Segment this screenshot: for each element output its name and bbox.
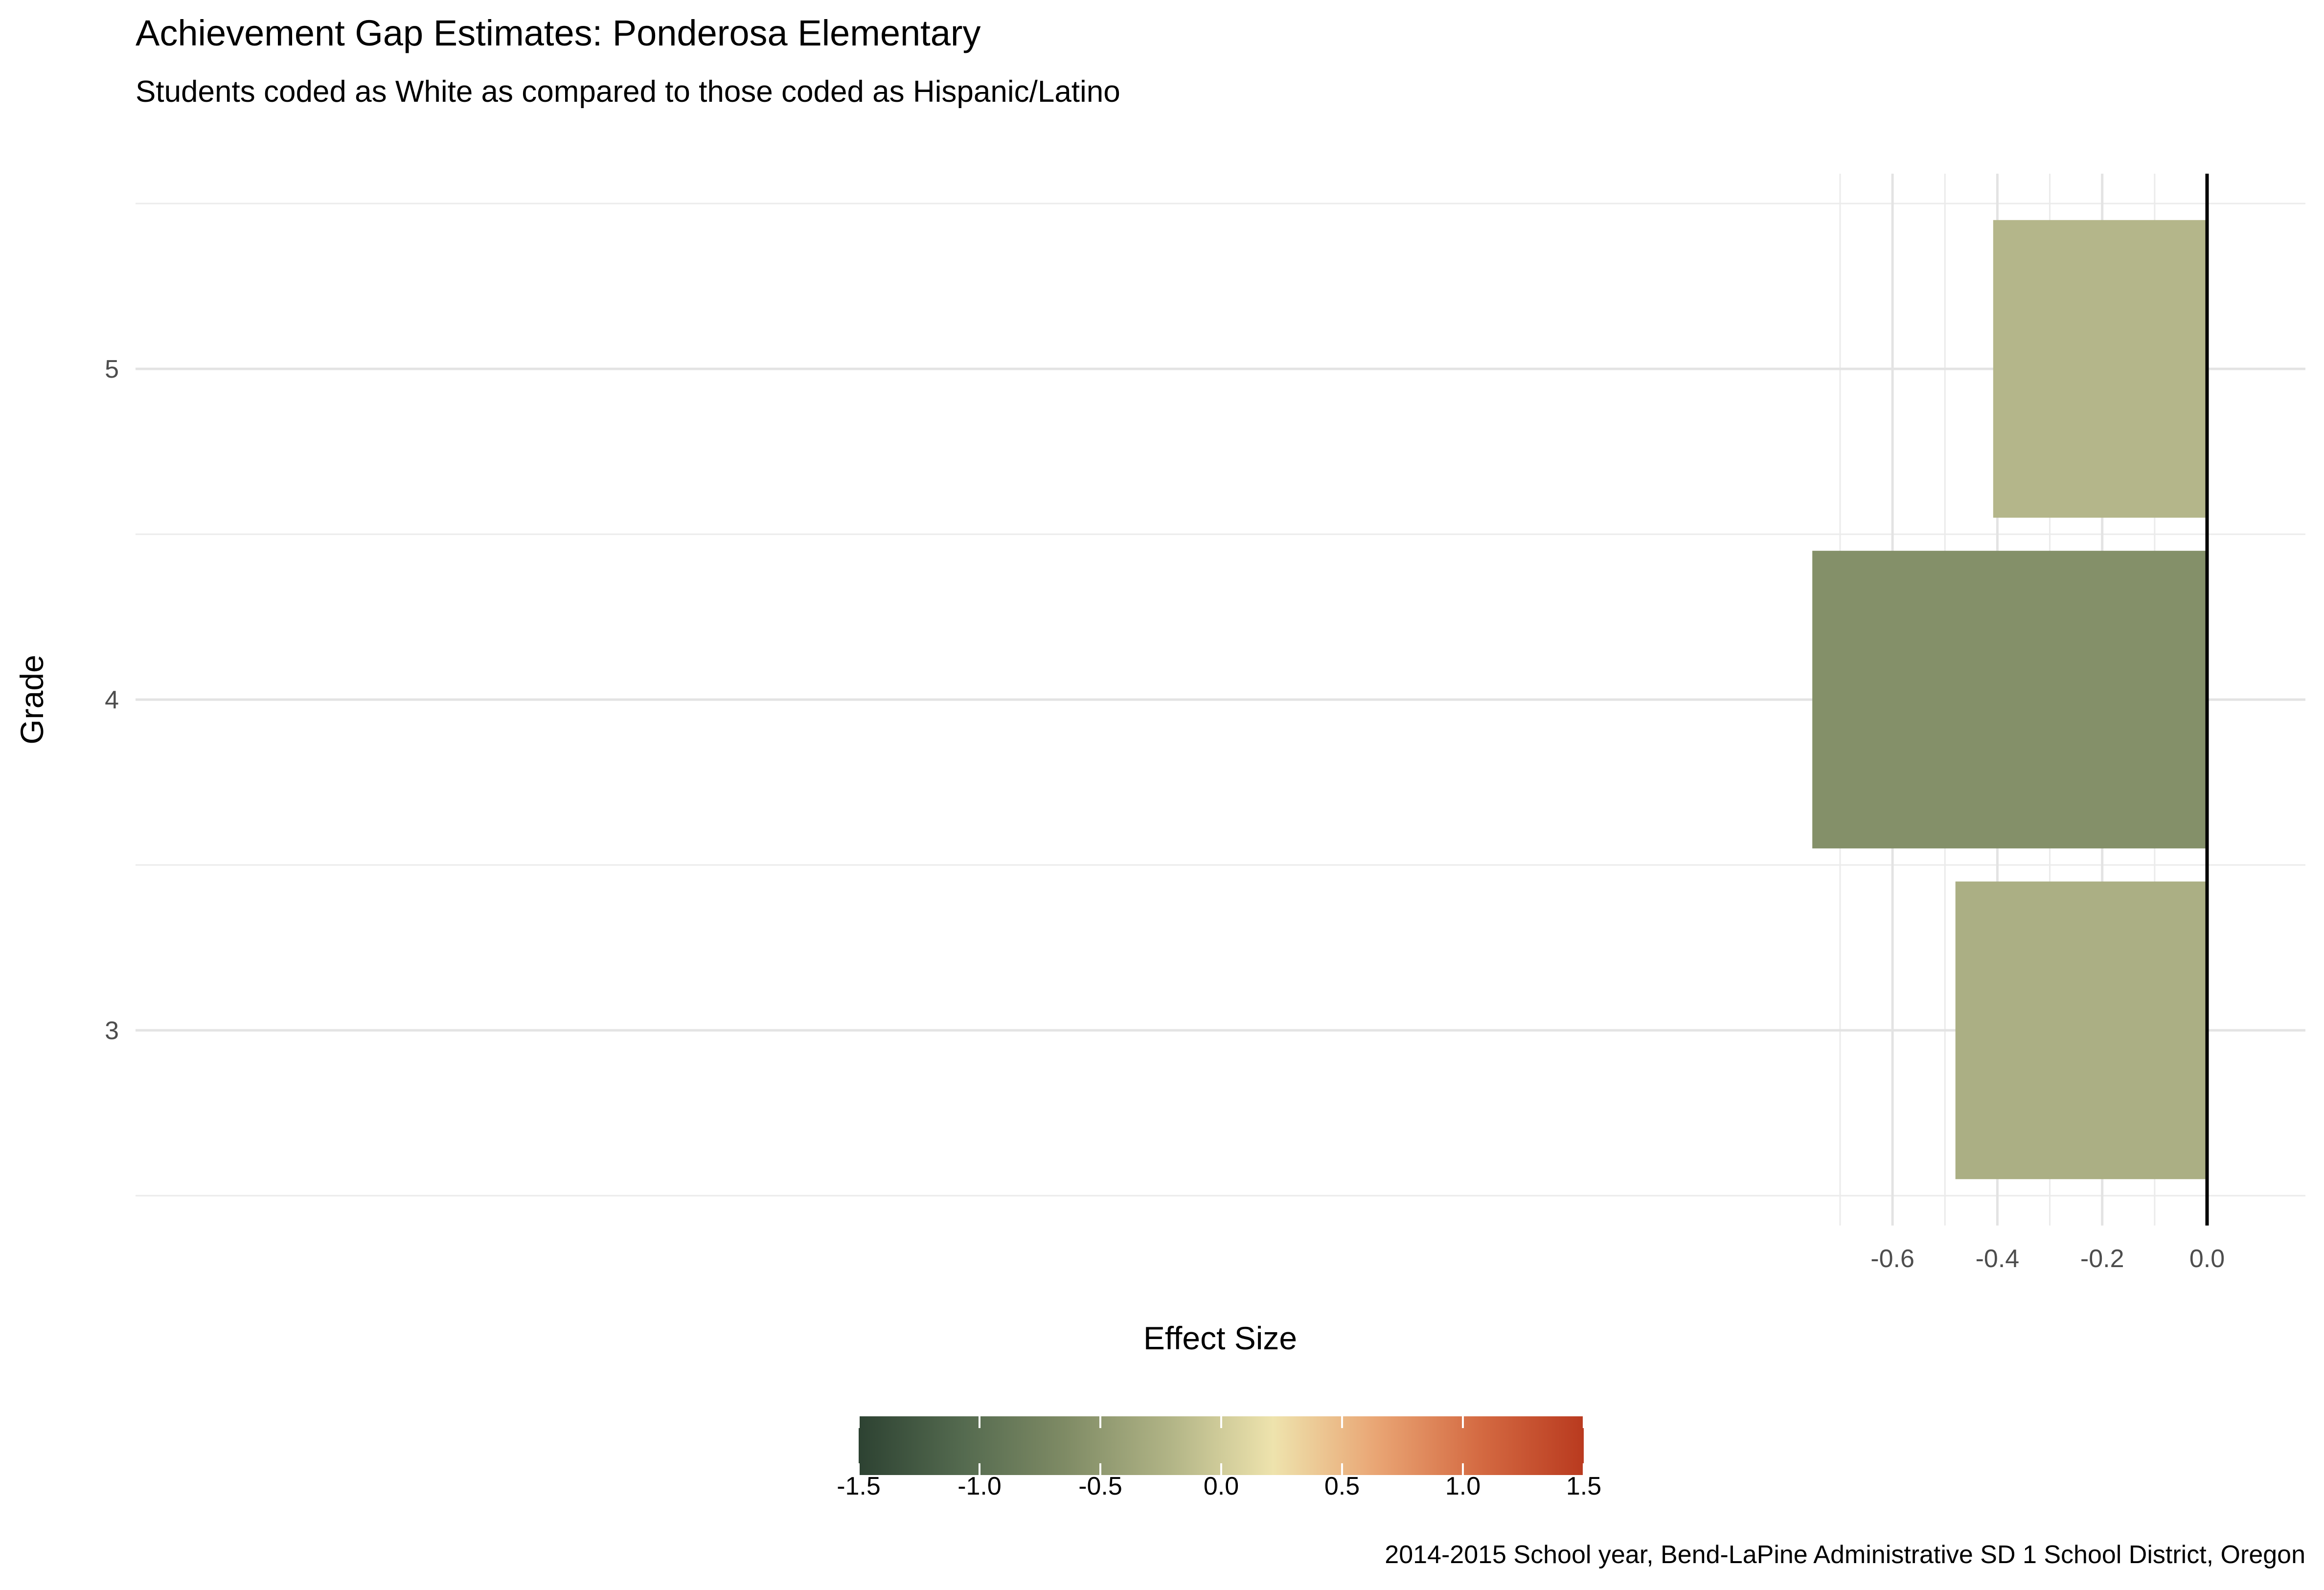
x-tick-label: -0.6	[1870, 1245, 1914, 1273]
bar-grade-3	[1955, 881, 2207, 1180]
x-tick-label: -0.2	[2080, 1245, 2124, 1273]
legend-tick-label: 0.0	[1204, 1472, 1239, 1500]
legend-tick-label: -1.5	[837, 1472, 881, 1500]
legend-tick-label: -1.0	[957, 1472, 1002, 1500]
legend-tick-label: -0.5	[1078, 1472, 1122, 1500]
legend-tick-label: 0.5	[1324, 1472, 1360, 1500]
y-tick-label: 3	[105, 1017, 119, 1045]
y-axis-ticks: 3 4 5	[105, 355, 119, 1045]
chart-subtitle: Students coded as White as compared to t…	[136, 75, 1120, 109]
bar-grade-5	[1993, 220, 2207, 518]
legend-tick-label: 1.5	[1566, 1472, 1601, 1500]
bar-grade-4	[1812, 550, 2207, 849]
bars	[1812, 220, 2207, 1180]
y-axis-label: Grade	[14, 655, 50, 744]
x-tick-label: 0.0	[2189, 1245, 2225, 1273]
x-tick-label: -0.4	[1976, 1245, 2020, 1273]
legend-tick-label: 1.0	[1445, 1472, 1481, 1500]
y-tick-label: 4	[105, 686, 119, 714]
x-axis-ticks: -0.6 -0.4 -0.2 0.0	[1870, 1245, 2225, 1273]
chart-title: Achievement Gap Estimates: Ponderosa Ele…	[136, 13, 981, 53]
chart-caption: 2014-2015 School year, Bend-LaPine Admin…	[1385, 1541, 2305, 1569]
color-legend: -1.5 -1.0 -0.5 0.0 0.5 1.0 1.5	[837, 1416, 1601, 1500]
x-axis-label: Effect Size	[1143, 1320, 1297, 1356]
y-tick-label: 5	[105, 355, 119, 384]
